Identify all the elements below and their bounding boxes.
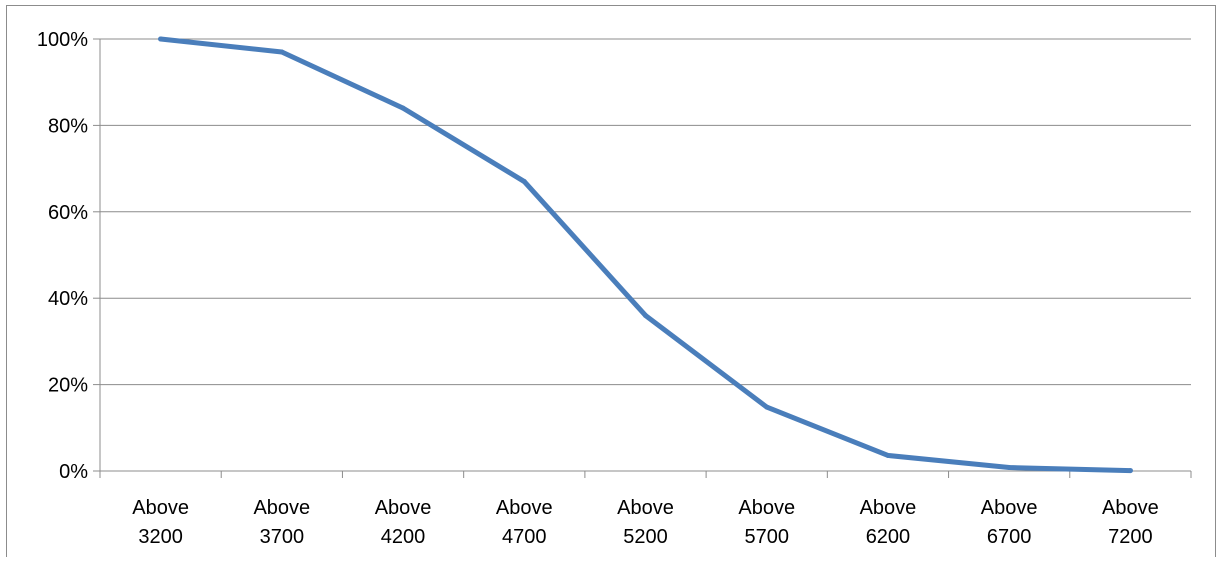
- series-layer: [158, 36, 1133, 474]
- x-tick-label-line: Above: [1102, 497, 1159, 519]
- y-tick-label: 40%: [48, 288, 88, 310]
- data-point: [279, 49, 285, 55]
- x-tick-label-line: Above: [132, 497, 189, 519]
- x-tick-label-line: 5700: [744, 526, 789, 548]
- x-tick-label: Above 3700: [253, 497, 310, 548]
- y-axis: 0% 20% 40% 60% 80% 100%: [37, 29, 101, 483]
- x-tick-label: Above 4200: [375, 497, 432, 548]
- y-tick-label: 80%: [48, 115, 88, 137]
- x-tick-label-line: Above: [375, 497, 432, 519]
- x-tick-label-line: Above: [860, 497, 917, 519]
- x-tick-label-line: Above: [981, 497, 1038, 519]
- data-point: [521, 179, 527, 185]
- x-tick-label-line: Above: [617, 497, 674, 519]
- x-tick-label: Above 7200: [1102, 497, 1159, 548]
- data-point: [643, 312, 648, 318]
- x-tick-label-line: 6200: [866, 526, 911, 548]
- x-tick-label-line: Above: [496, 497, 553, 519]
- x-tick-label-line: 4200: [381, 526, 426, 548]
- chart-frame: 0% 20% 40% 60% 80% 100% Above 3200 Above 3700 Abo…: [6, 5, 1216, 557]
- y-tick-label: 0%: [59, 461, 88, 483]
- gridlines: [100, 38, 1191, 386]
- x-tick-label-line: Above: [738, 497, 795, 519]
- y-tick-label: 100%: [37, 29, 88, 51]
- data-point: [400, 105, 406, 111]
- y-tick-label: 20%: [48, 375, 88, 397]
- x-tick-label: Above 3200: [132, 497, 189, 548]
- x-tick-label-line: 5200: [623, 526, 668, 548]
- x-tick-label-line: 7200: [1108, 526, 1153, 548]
- data-point: [1006, 465, 1012, 471]
- x-tick-label: Above 4700: [496, 497, 553, 548]
- y-tick-label: 60%: [48, 202, 88, 224]
- x-tick-label: Above 5200: [617, 497, 674, 548]
- data-point: [1127, 468, 1133, 474]
- data-point: [764, 404, 770, 410]
- x-tick-label: Above 6700: [981, 497, 1038, 548]
- x-tick-label-line: 3700: [260, 526, 305, 548]
- data-point: [158, 36, 164, 42]
- x-tick-label-line: 6700: [987, 526, 1032, 548]
- series-line: [158, 36, 1133, 474]
- x-tick-label: Above 5700: [738, 497, 795, 548]
- data-point: [885, 452, 891, 458]
- x-tick-label-line: Above: [253, 497, 310, 519]
- x-tick-label-line: 3200: [138, 526, 183, 548]
- x-tick-label-line: 4700: [502, 526, 547, 548]
- x-tick-label: Above 6200: [860, 497, 917, 548]
